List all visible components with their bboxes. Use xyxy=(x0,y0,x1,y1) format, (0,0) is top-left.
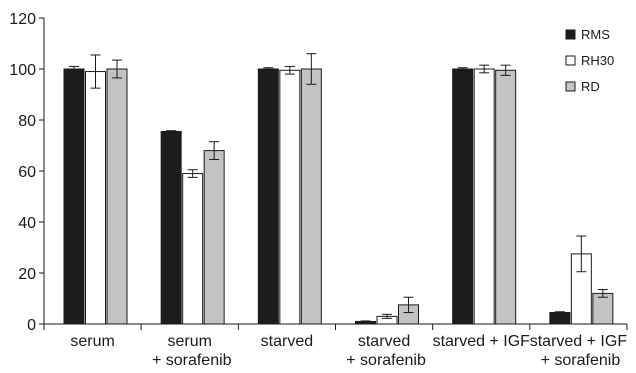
legend-label-rms: RMS xyxy=(581,27,610,42)
bar-rd xyxy=(592,292,614,325)
bar-rd xyxy=(106,68,128,325)
x-category-label-line: serum xyxy=(168,333,212,350)
bar-rd xyxy=(300,68,322,325)
bar-rh30 xyxy=(473,68,495,325)
legend-label-rd: RD xyxy=(581,79,600,94)
x-category-label-line: + sorafenib xyxy=(346,352,426,369)
legend-swatch-rd xyxy=(565,81,576,92)
y-tick-label: 20 xyxy=(18,266,36,283)
legend-swatch-rms xyxy=(565,29,576,40)
x-category-label: serum + sorafenib xyxy=(152,333,232,369)
x-category-label: starved + sorafenib xyxy=(346,333,426,369)
x-category-label: starved + IGF xyxy=(433,333,531,350)
y-tick-label: 60 xyxy=(18,164,36,181)
bars xyxy=(63,53,614,325)
legend-label-rh30: RH30 xyxy=(581,53,614,68)
y-axis: 0 20 40 60 80 100 120 xyxy=(9,11,45,334)
y-tick-label: 0 xyxy=(27,317,36,334)
x-axis: serum serum + sorafenib starved starved + sor… xyxy=(43,323,628,369)
x-category-label-line: starved xyxy=(358,333,410,350)
bar-rms xyxy=(549,312,571,325)
x-category-label: starved + IGF + sorafenib xyxy=(530,333,628,369)
legend: RMS RH30 RD xyxy=(565,27,614,94)
x-category-label: serum xyxy=(70,333,114,350)
bar-rms xyxy=(257,68,279,325)
x-category-label-line: + sorafenib xyxy=(152,352,232,369)
y-tick-label: 80 xyxy=(18,113,36,130)
y-tick-label: 40 xyxy=(18,215,36,232)
bar-rms xyxy=(63,68,85,325)
x-category-label-line: serum xyxy=(70,333,114,350)
x-category-label-line: starved xyxy=(261,333,313,350)
legend-swatch-rh30 xyxy=(565,55,576,66)
x-category-label-line: starved + IGF xyxy=(530,333,628,350)
y-tick-label: 100 xyxy=(9,62,36,79)
bar-rms xyxy=(160,130,182,325)
bar-rms xyxy=(452,68,474,325)
x-category-label: starved xyxy=(261,333,313,350)
x-category-label-line: + sorafenib xyxy=(541,352,621,369)
y-tick-label: 120 xyxy=(9,11,36,28)
bar-rh30 xyxy=(85,71,106,325)
bar-rh30 xyxy=(279,69,301,325)
bar-rd xyxy=(203,150,225,325)
bar-rd xyxy=(495,69,517,325)
x-category-label-line: starved + IGF xyxy=(433,333,531,350)
bar-rh30 xyxy=(182,173,204,325)
